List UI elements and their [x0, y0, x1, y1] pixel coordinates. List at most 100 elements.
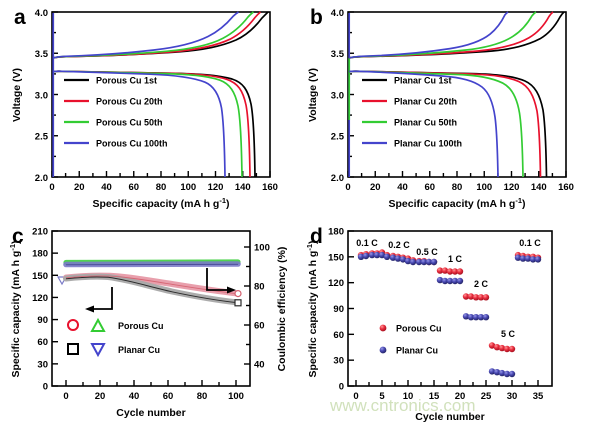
panel-a-ytick-2: 3.0	[35, 90, 48, 101]
panel-c-xtick-3: 60	[163, 391, 174, 402]
panel-a-xtick-0: 0	[49, 182, 54, 193]
panel-a-xtick-7: 140	[235, 182, 251, 193]
rate-label-4: 2 C	[474, 279, 489, 289]
panel-d-y-ticks	[348, 230, 354, 387]
rate-label-0: 0.1 C	[356, 238, 378, 248]
panel-d-xtick-2: 10	[403, 391, 414, 402]
panel-a-x-ticks	[51, 171, 271, 177]
panel-c-plot: c 0 30 60 90 120 150 180 210	[0, 215, 300, 431]
panel-d-ytick-1: 30	[333, 356, 344, 367]
panel-d-legend-label-1: Planar Cu	[396, 346, 438, 356]
panel-c-y-ticks-right	[244, 246, 250, 365]
panel-d-ytick-4: 120	[328, 278, 344, 289]
panel-a-legend-label-3: Porous Cu 100th	[96, 139, 168, 149]
panel-b-ytick-2: 3.0	[331, 90, 344, 101]
panel-c-ylabel: Specific capacity (mA h g-1)	[8, 241, 22, 378]
panel-c-xtick-0: 0	[63, 391, 68, 402]
panel-a-xtick-4: 80	[156, 182, 167, 193]
panel-c-ylabel-right: Coulombic efficiency (%)	[276, 247, 288, 372]
panel-a-xtick-5: 100	[180, 182, 196, 193]
panel-b-legend-label-0: Planar Cu 1st	[394, 76, 452, 86]
panel-a-ytick-4: 4.0	[35, 8, 48, 19]
porous-capacity-end-marker	[234, 289, 242, 298]
panel-d: d 0 30 60 90 120 150 180	[300, 215, 600, 431]
panel-c-ytick-7: 210	[32, 227, 48, 238]
panel-c-xtick-5: 100	[228, 391, 244, 402]
panel-a-ylabel: Voltage (V)	[11, 68, 23, 122]
panel-b-legend-label-1: Planar Cu 20th	[394, 97, 457, 107]
rate-label-5: 5 C	[501, 329, 516, 339]
panel-a-xtick-1: 20	[74, 182, 85, 193]
panel-c-ytick-1: 30	[37, 359, 48, 370]
panel-d-xtick-4: 20	[455, 391, 466, 402]
panel-c-x-ticks	[65, 380, 237, 386]
panel-b-x-ticks	[347, 171, 567, 177]
panel-b-legend-label-3: Planar Cu 100th	[394, 139, 462, 149]
panel-d-planar-points	[357, 251, 542, 378]
panel-d-ytick-5: 150	[328, 252, 344, 263]
panel-d-xtick-5: 25	[481, 391, 492, 402]
panel-c-ytick-5: 150	[32, 271, 48, 282]
panel-d-xtick-7: 35	[533, 391, 544, 402]
rate-label-2: 0.5 C	[416, 247, 438, 257]
panel-a-ytick-3: 3.5	[35, 49, 49, 60]
panel-d-xlabel: Cycle number	[415, 411, 484, 423]
panel-a-ytick-0: 2.0	[35, 173, 48, 184]
panel-d-xtick-0: 0	[353, 391, 358, 402]
left-axis-arrow-line	[94, 287, 113, 310]
panel-b-plot: b 2.0 2.5 3.0 3.5 4.0	[300, 0, 600, 215]
panel-c-xtick-2: 40	[129, 391, 140, 402]
panel-c-label: c	[12, 225, 24, 248]
panel-a-ytick-1: 2.5	[35, 132, 49, 143]
panel-c-xtick-4: 80	[197, 391, 208, 402]
panel-a-xtick-3: 60	[128, 182, 139, 193]
panel-d-legend: Porous Cu Planar Cu	[379, 324, 442, 356]
panel-b-xtick-6: 120	[504, 182, 520, 193]
panel-d-ytick-2: 60	[333, 330, 344, 341]
panel-c-ytick-right-3: 100	[254, 243, 270, 254]
panel-a-xtick-2: 40	[101, 182, 112, 193]
panel-a-xlabel: Specific capacity (mA h g-1)	[93, 196, 230, 210]
legend-circle-red-icon	[67, 319, 79, 331]
panel-a-legend-label-1: Porous Cu 20th	[96, 97, 163, 107]
right-axis-arrow-head	[227, 286, 236, 294]
panel-c-legend-label-0: Porous Cu	[118, 321, 164, 331]
panel-c-ytick-right-1: 60	[254, 321, 265, 332]
panel-b-ylabel: Voltage (V)	[307, 68, 319, 122]
panel-c-ytick-3: 90	[37, 315, 48, 326]
panel-c-legend-label-1: Planar Cu	[118, 345, 160, 355]
panel-b-ytick-0: 2.0	[331, 173, 344, 184]
panel-c-efficiency-series	[63, 259, 241, 268]
panel-c-ytick-2: 60	[37, 337, 48, 348]
panel-b-ytick-1: 2.5	[331, 132, 345, 143]
panel-a-legend: Porous Cu 1st Porous Cu 20th Porous Cu 5…	[64, 76, 168, 149]
panel-d-x-ticks	[355, 380, 539, 386]
panel-d-ytick-3: 90	[333, 304, 344, 315]
panel-d-xtick-1: 5	[379, 391, 385, 402]
panel-a-xtick-6: 120	[208, 182, 224, 193]
panel-c-ytick-right-2: 80	[254, 282, 265, 293]
panel-c-ytick-4: 120	[32, 293, 48, 304]
panel-a-legend-label-2: Porous Cu 50th	[96, 118, 163, 128]
legend-dot-red-icon	[379, 324, 387, 332]
panel-b-xtick-1: 20	[370, 182, 381, 193]
panel-b-curves	[348, 11, 565, 178]
panel-b-xtick-8: 160	[558, 182, 574, 193]
legend-square-black-icon	[67, 343, 79, 355]
panel-d-label: d	[310, 225, 323, 248]
panel-d-xtick-3: 15	[429, 391, 440, 402]
panel-b-xtick-4: 80	[452, 182, 463, 193]
panel-d-ytick-6: 180	[328, 227, 344, 238]
panel-b-label: b	[310, 6, 323, 29]
left-axis-arrow-head	[85, 305, 94, 313]
legend-triangle-green-icon	[90, 317, 106, 332]
planar-capacity-end-marker	[234, 299, 242, 307]
panel-d-legend-label-0: Porous Cu	[396, 324, 442, 334]
legend-triangle-down-blue-icon	[90, 343, 106, 358]
panel-b-legend: Planar Cu 1st Planar Cu 20th Planar Cu 5…	[362, 76, 462, 149]
panel-b-xlabel: Specific capacity (mA h g-1)	[389, 196, 526, 210]
panel-b-xtick-7: 140	[531, 182, 547, 193]
panel-c: c 0 30 60 90 120 150 180 210	[0, 215, 300, 431]
planar-efficiency-outline	[65, 263, 239, 266]
